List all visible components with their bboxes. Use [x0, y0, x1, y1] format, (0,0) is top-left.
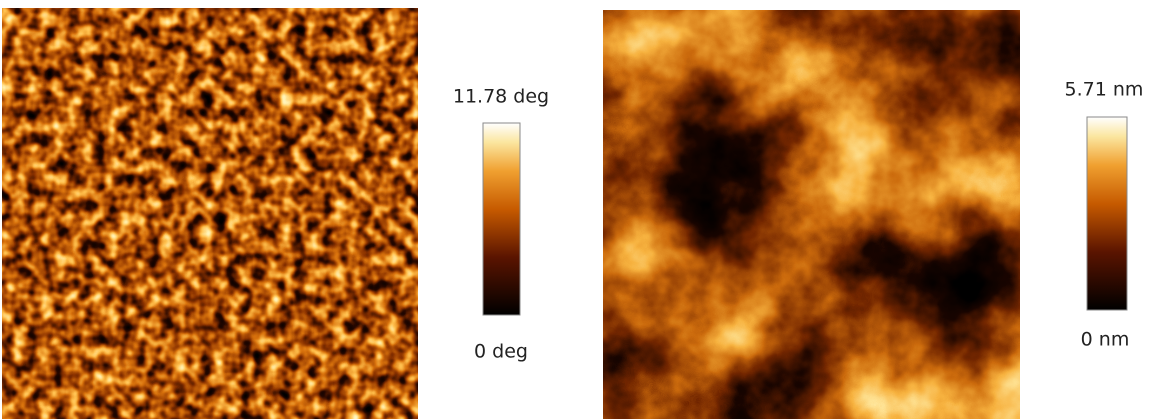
colorbar-max-label: 11.78 deg	[453, 86, 549, 108]
colorbar-min-label: 0 deg	[474, 341, 528, 363]
page: {"panels": [ {"max_label": "11.78 deg", …	[0, 0, 1152, 419]
figure: 11.78 deg 0 deg 5.71 nm 0 nm	[0, 0, 1152, 419]
body: 11.78 deg 0 deg 5.71 nm 0 nm (() => { co…	[0, 0, 1152, 419]
colorbar-min-label: 0 nm	[1081, 329, 1130, 351]
height-image	[603, 10, 1020, 419]
colorbar-max-label: 5.71 nm	[1065, 79, 1144, 101]
height-colorbar	[1087, 117, 1127, 310]
phase-image	[2, 8, 418, 419]
phase-colorbar	[483, 123, 520, 315]
